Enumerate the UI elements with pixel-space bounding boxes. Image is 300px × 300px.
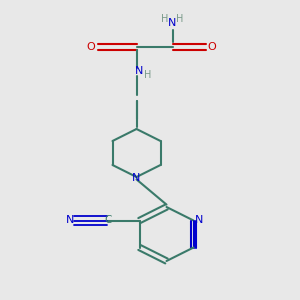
Text: C: C xyxy=(104,215,112,225)
Text: O: O xyxy=(86,41,95,52)
Text: H: H xyxy=(161,14,169,25)
Text: N: N xyxy=(132,172,141,183)
Text: H: H xyxy=(176,14,184,25)
Text: N: N xyxy=(168,18,177,28)
Text: N: N xyxy=(195,215,203,225)
Text: O: O xyxy=(208,41,217,52)
Text: N: N xyxy=(66,215,75,225)
Text: H: H xyxy=(144,70,152,80)
Text: N: N xyxy=(135,66,144,76)
